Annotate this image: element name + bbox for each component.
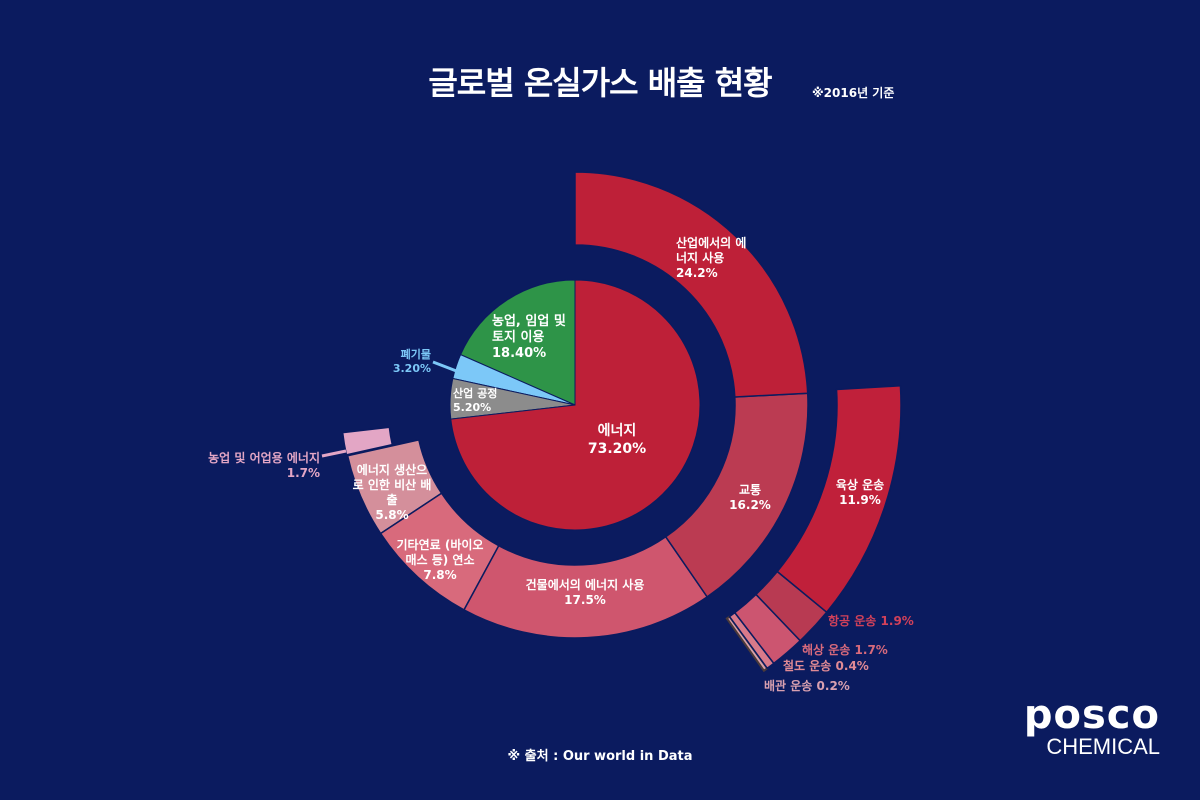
label-fugitive-emissions: 에너지 생산으로 인한 비산 배출 5.8%	[352, 463, 432, 522]
pie-slice-0	[450, 279, 701, 531]
transport-ring-segment-0	[776, 384, 902, 614]
label-buildings-energy: 건물에서의 에너지 사용 17.5%	[525, 578, 645, 607]
label-pipeline: 배관 운송 0.2%	[764, 679, 850, 693]
label-rail: 철도 운송 0.4%	[783, 659, 869, 673]
logo-main: posco	[1023, 692, 1160, 738]
chart-subtitle: ※2016년 기준	[812, 86, 895, 100]
energy-ring-segment-4	[346, 439, 443, 535]
label-aviation: 항공 운송 1.9%	[828, 614, 914, 628]
energy-ring-segment-3	[379, 492, 500, 611]
label-agriculture-land: 농업, 임업 및 토지 이용 18.40%	[492, 314, 566, 361]
energy-ring-segment-1	[664, 392, 809, 598]
energy-ring-segment-0	[574, 171, 809, 398]
pie-slice-3	[459, 279, 576, 406]
posco-chemical-logo: posco CHEMICAL	[990, 695, 1160, 759]
label-transport: 교통 16.2%	[729, 483, 771, 512]
source-note: ※ 출처 : Our world in Data	[507, 749, 693, 764]
energy-ring-segment-2	[463, 535, 709, 639]
label-other-fuel: 기타연료 (바이오매스 등) 연소 7.8%	[396, 538, 484, 582]
transport-ring-segment-1	[754, 570, 828, 642]
label-industrial-process: 산업 공정 5.20%	[453, 387, 498, 414]
label-shipping: 해상 운송 1.7%	[802, 643, 888, 657]
transport-ring-segment-2	[733, 593, 802, 665]
energy-ring-segment-5	[341, 426, 394, 456]
label-energy: 에너지 73.20%	[587, 423, 647, 457]
leader-line-waste	[432, 360, 460, 374]
leader-line-agri-energy	[321, 449, 347, 458]
chart-title: 글로벌 온실가스 배출 현황	[428, 64, 772, 102]
label-agri-fishing-energy: 농업 및 어업용 에너지 1.7%	[208, 451, 320, 480]
logo-sub: CHEMICAL	[1046, 734, 1160, 759]
label-waste: 폐기물 3.20%	[392, 348, 431, 375]
label-industry-energy: 산업에서의 에너지 사용 24.2%	[676, 236, 747, 280]
label-road-transport: 육상 운송 11.9%	[835, 478, 885, 507]
